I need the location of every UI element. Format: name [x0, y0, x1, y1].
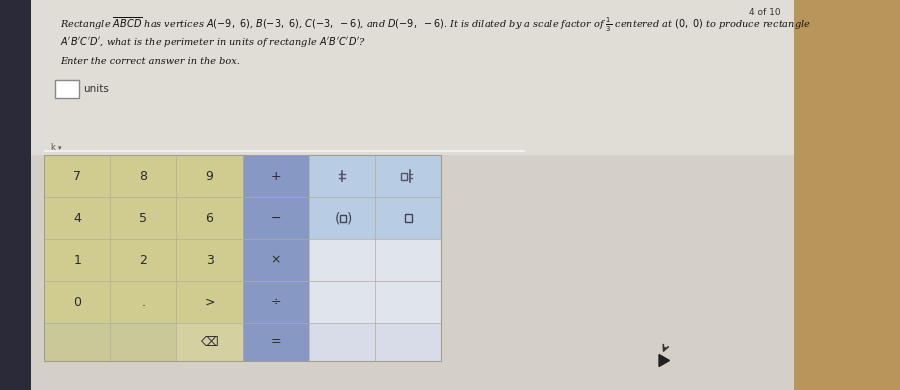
Bar: [309, 155, 441, 239]
Text: −: −: [271, 211, 281, 225]
Text: 5: 5: [140, 211, 148, 225]
Text: 3: 3: [205, 254, 213, 266]
Text: 0: 0: [73, 296, 81, 308]
Text: units: units: [83, 84, 109, 94]
Text: +: +: [270, 170, 281, 183]
Bar: [309, 323, 441, 361]
Text: 1: 1: [73, 254, 81, 266]
Bar: [243, 155, 309, 323]
Bar: [44, 155, 441, 361]
Bar: [243, 323, 309, 361]
Bar: [309, 239, 441, 323]
Text: Enter the correct answer in the box.: Enter the correct answer in the box.: [60, 57, 240, 66]
Text: Rectangle $\overline{ABCD}$ has vertices $A(-9,\ 6)$, $B(-3,\ 6)$, $C(-3,\ -6)$,: Rectangle $\overline{ABCD}$ has vertices…: [60, 16, 811, 34]
Text: 9: 9: [205, 170, 213, 183]
Text: ÷: ÷: [270, 296, 281, 308]
Text: ): ): [347, 211, 353, 225]
Text: 4: 4: [73, 211, 81, 225]
Text: ⌫: ⌫: [201, 335, 219, 349]
Bar: [55, 80, 79, 98]
Bar: [0, 0, 31, 390]
Text: 6: 6: [205, 211, 213, 225]
Bar: [31, 0, 794, 155]
Text: =: =: [270, 335, 281, 349]
Text: 7: 7: [73, 170, 81, 183]
Bar: [400, 172, 407, 179]
Bar: [44, 155, 243, 323]
Text: $A'B'C'D'$, what is the perimeter in units of rectangle $A'B'C'D'$?: $A'B'C'D'$, what is the perimeter in uni…: [60, 35, 365, 49]
Text: 8: 8: [140, 170, 148, 183]
Text: .: .: [141, 296, 146, 308]
Bar: [339, 215, 346, 222]
Bar: [44, 323, 176, 361]
Bar: [404, 214, 411, 222]
Text: ▾: ▾: [58, 145, 62, 151]
Text: (: (: [335, 211, 340, 225]
Text: ×: ×: [271, 254, 281, 266]
Bar: [176, 323, 243, 361]
Text: 4 of 10: 4 of 10: [749, 8, 781, 17]
Bar: [44, 150, 525, 152]
Text: k: k: [50, 144, 55, 152]
Text: 2: 2: [140, 254, 148, 266]
Text: >: >: [204, 296, 215, 308]
